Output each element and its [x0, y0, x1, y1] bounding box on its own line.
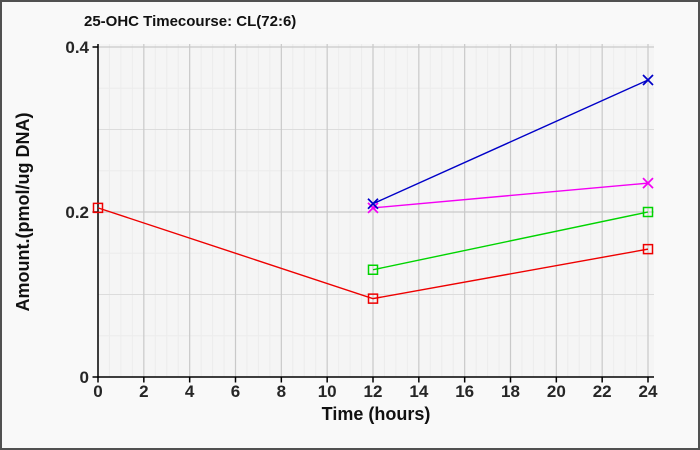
x-tick-label: 20: [547, 382, 566, 401]
x-axis-label: Time (hours): [322, 404, 431, 424]
x-tick-label: 16: [455, 382, 474, 401]
data-series: [92, 74, 654, 304]
red-square-series-marker: [367, 293, 379, 304]
blue-x-series-marker: [642, 74, 654, 86]
blue-x-series-marker: [367, 198, 379, 210]
y-axis-label: Amount.(pmol/ug DNA): [13, 113, 33, 312]
x-tick-label: 14: [409, 382, 428, 401]
y-tick-label: 0: [80, 368, 89, 387]
y-tick-label: 0.4: [65, 38, 89, 57]
y-tick-label: 0.2: [65, 203, 89, 222]
green-square-series-line: [372, 211, 649, 271]
x-tick-label: 4: [185, 382, 195, 401]
x-tick-label: 10: [318, 382, 337, 401]
x-tick-label: 24: [639, 382, 658, 401]
green-square-series-marker: [367, 264, 379, 275]
green-square-series-marker: [642, 206, 654, 218]
chart-title: 25-OHC Timecourse: CL(72:6): [84, 13, 296, 30]
magenta-x-series-line: [372, 182, 649, 209]
x-tick-label: 2: [139, 382, 148, 401]
x-tick-label: 12: [364, 382, 383, 401]
red-square-series-line: [97, 207, 649, 300]
x-tick-label: 6: [231, 382, 240, 401]
x-tick-label: 8: [277, 382, 286, 401]
grid-minor: [98, 44, 654, 377]
red-square-series-marker: [642, 243, 654, 255]
x-tick-label: 0: [93, 382, 102, 401]
x-tick-label: 18: [501, 382, 520, 401]
magenta-x-series-marker: [367, 202, 379, 214]
x-tick-label: 22: [593, 382, 612, 401]
red-square-series-marker: [92, 202, 104, 214]
magenta-x-series-marker: [642, 177, 654, 189]
axes: [92, 44, 654, 383]
blue-x-series-line: [372, 79, 649, 205]
